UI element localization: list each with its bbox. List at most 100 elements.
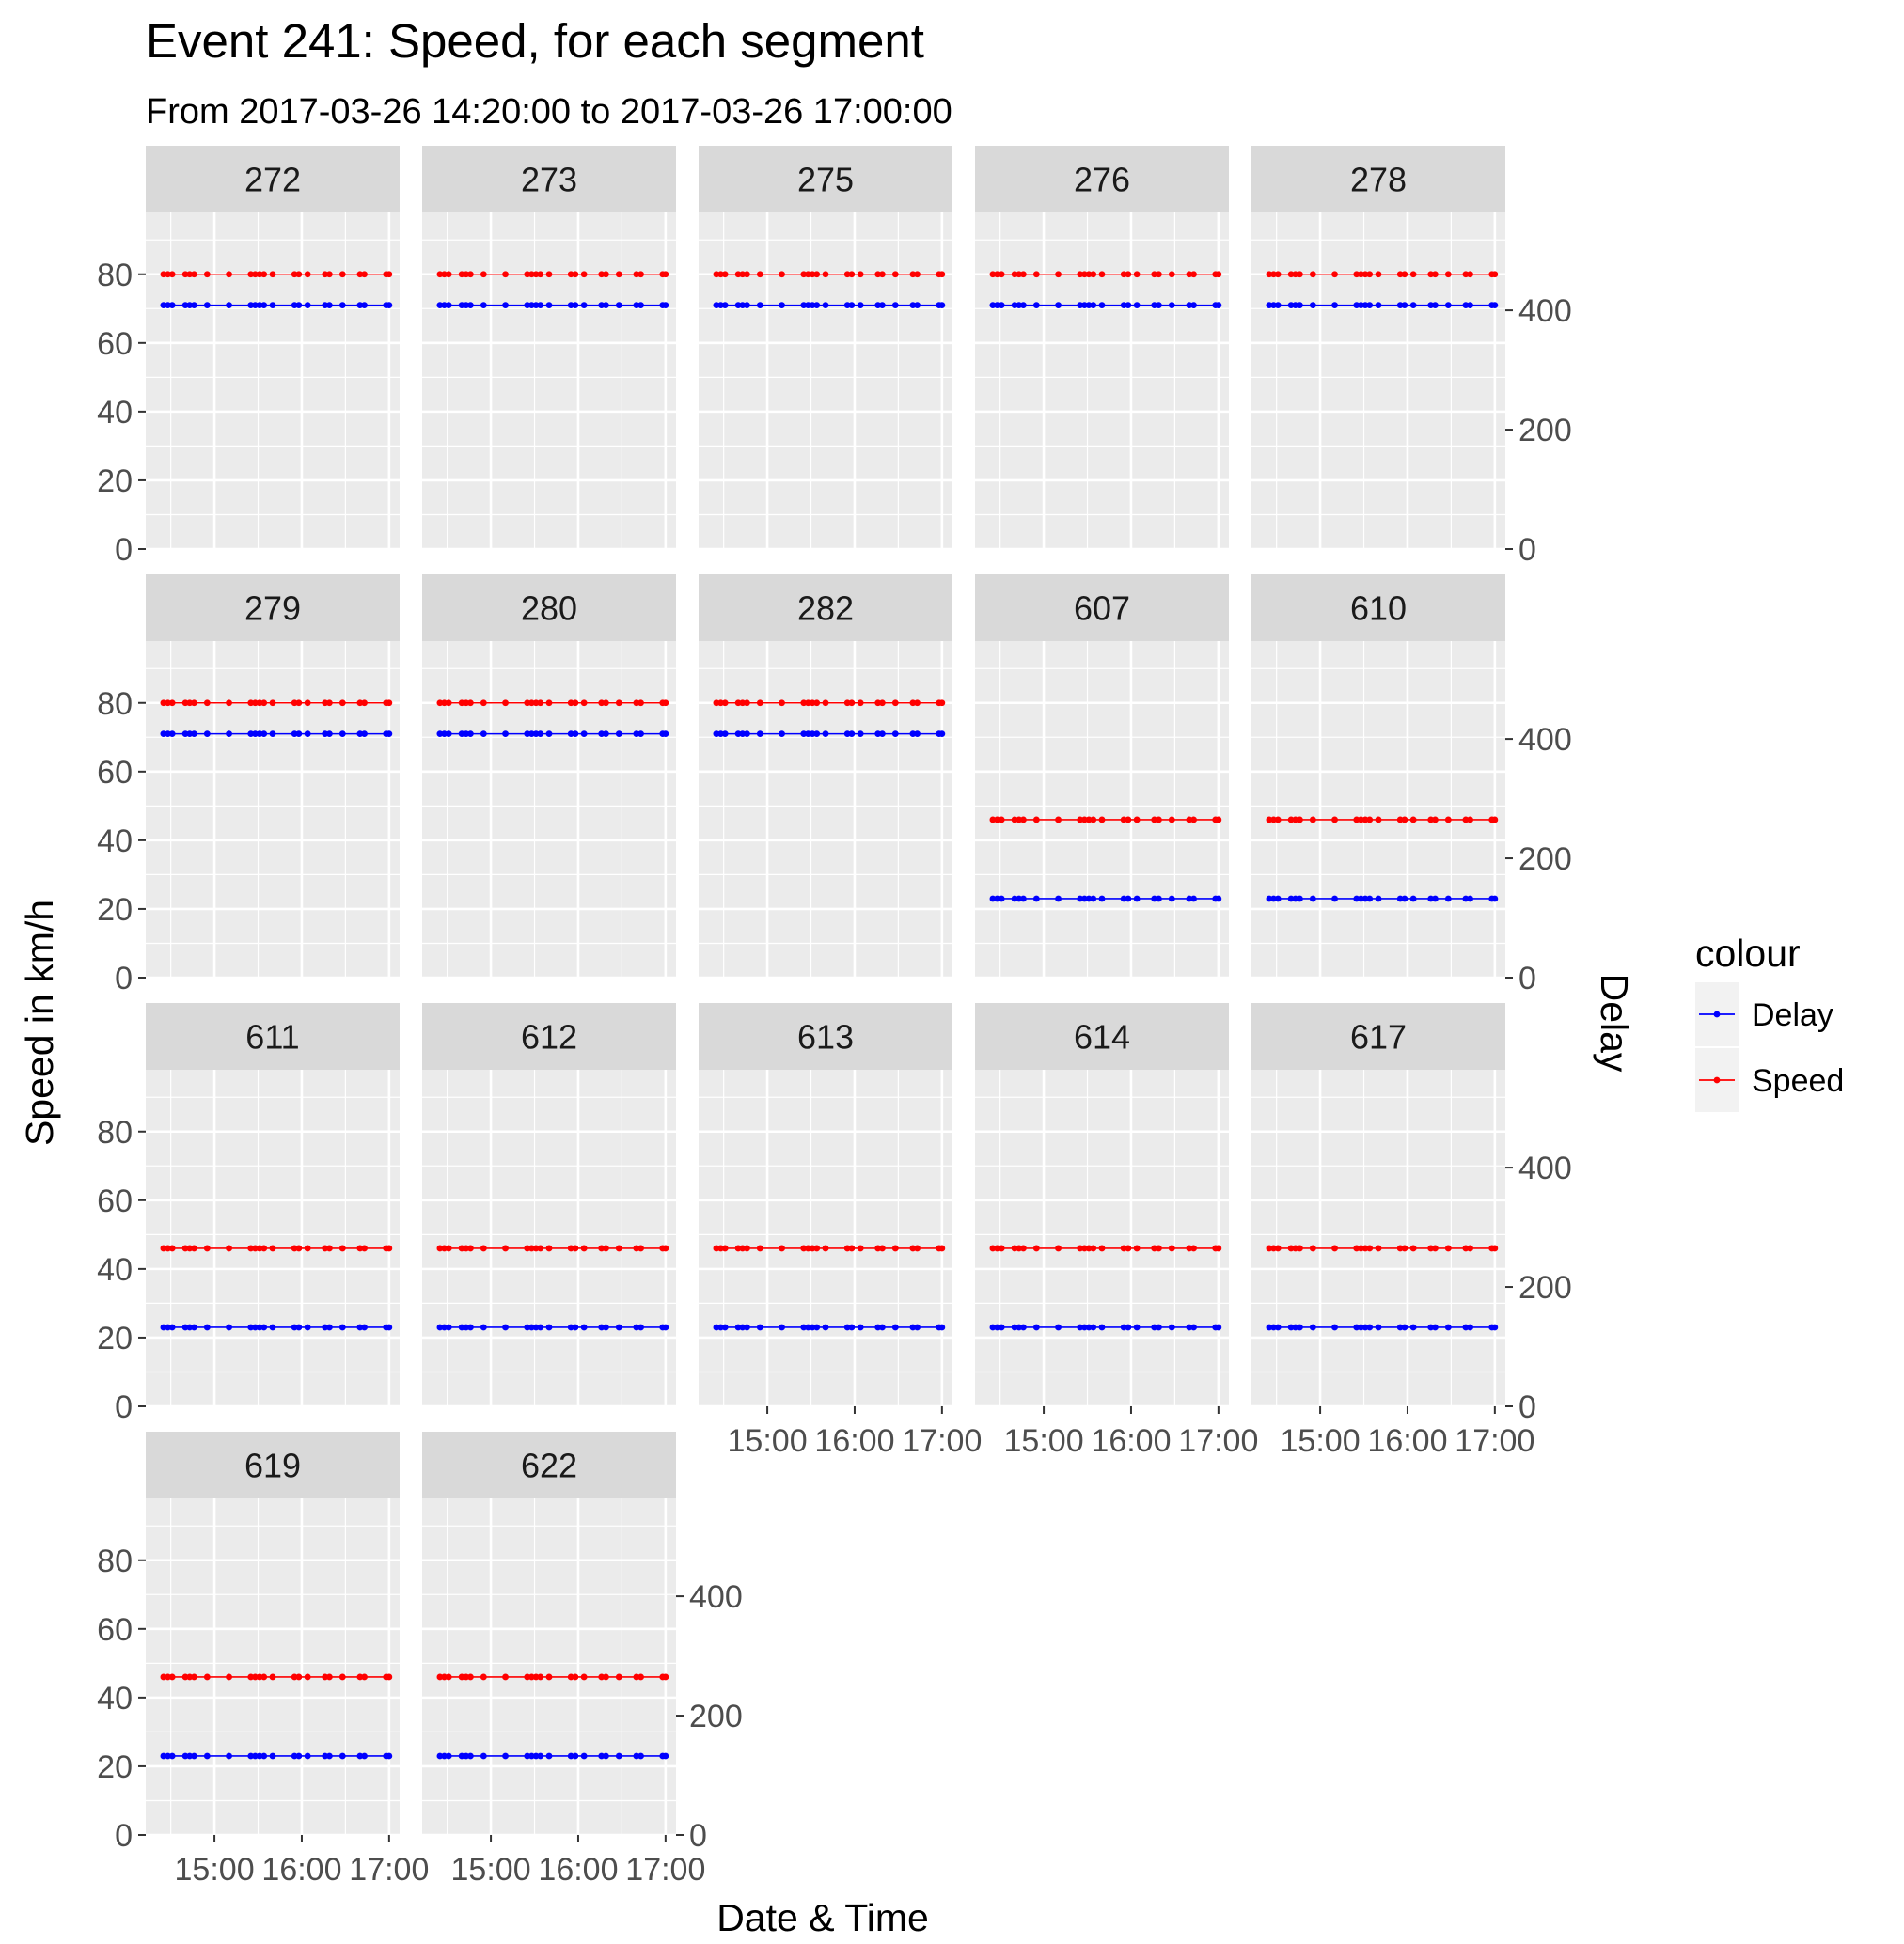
data-point-speed xyxy=(1168,1245,1175,1252)
data-point-delay xyxy=(721,1324,729,1331)
data-point-delay xyxy=(1292,1324,1299,1331)
y2-tick-label: 400 xyxy=(1518,722,1572,758)
data-point-speed xyxy=(1125,1245,1132,1252)
data-point-speed xyxy=(1375,816,1382,823)
data-point-delay xyxy=(463,1752,470,1760)
data-point-speed xyxy=(203,1673,211,1681)
data-point-speed xyxy=(445,699,452,707)
data-point-speed xyxy=(269,699,276,707)
data-point-delay xyxy=(502,730,509,738)
facet-panel-622: 622 0 200 400 15:00 16:00 17:00 xyxy=(422,1432,743,1888)
data-point-speed xyxy=(1155,271,1162,278)
data-point-speed xyxy=(756,699,763,707)
data-point-speed xyxy=(386,1673,393,1681)
data-point-delay xyxy=(1125,302,1132,309)
data-point-delay xyxy=(743,1324,750,1331)
data-point-speed xyxy=(739,1245,747,1252)
x-tick-label: 15:00 xyxy=(1281,1423,1361,1459)
data-point-delay xyxy=(1431,895,1439,902)
data-point-delay xyxy=(598,730,606,738)
data-point-speed xyxy=(1287,816,1295,823)
data-point-delay xyxy=(386,302,393,309)
data-point-speed xyxy=(633,699,640,707)
facet-strip-label: 607 xyxy=(1074,589,1130,628)
data-point-speed xyxy=(190,271,197,278)
y-tick-label: 0 xyxy=(115,1389,133,1425)
data-point-delay xyxy=(914,1324,921,1331)
data-point-delay xyxy=(361,730,368,738)
data-point-delay xyxy=(304,1752,311,1760)
data-point-speed xyxy=(567,1245,574,1252)
data-point-speed xyxy=(545,1245,553,1252)
data-point-speed xyxy=(809,1245,816,1252)
data-point-speed xyxy=(567,1673,574,1681)
data-point-delay xyxy=(186,1752,194,1760)
data-point-delay xyxy=(181,1324,189,1331)
data-point-speed xyxy=(615,1673,622,1681)
facet-panel-617: 617 0 200 400 15:00 16:00 17:00 xyxy=(1251,1003,1572,1459)
data-point-delay xyxy=(874,1324,882,1331)
data-point-delay xyxy=(203,302,211,309)
data-point-speed xyxy=(998,816,1005,823)
data-point-delay xyxy=(1151,1324,1158,1331)
data-point-delay xyxy=(857,1324,864,1331)
data-point-speed xyxy=(857,699,864,707)
facet-strip xyxy=(975,1003,1229,1070)
data-point-delay xyxy=(441,1324,448,1331)
data-point-speed xyxy=(1274,816,1282,823)
data-point-speed xyxy=(998,271,1005,278)
data-point-delay xyxy=(662,730,669,738)
panel-background xyxy=(975,212,1229,549)
data-point-delay xyxy=(445,730,452,738)
y-tick-label: 40 xyxy=(97,1252,133,1288)
data-point-speed xyxy=(713,699,720,707)
data-point-speed xyxy=(713,1245,720,1252)
data-point-delay xyxy=(325,302,333,309)
data-point-delay xyxy=(1151,895,1158,902)
data-point-delay xyxy=(848,1324,856,1331)
data-point-delay xyxy=(580,730,588,738)
data-point-delay xyxy=(567,1324,574,1331)
data-point-delay xyxy=(1366,895,1374,902)
data-point-delay xyxy=(809,730,816,738)
data-point-speed xyxy=(914,699,921,707)
facet-panel-276: 276 xyxy=(975,146,1229,551)
data-point-delay xyxy=(800,730,808,738)
data-point-delay xyxy=(1296,1324,1303,1331)
data-point-delay xyxy=(338,730,346,738)
facet-strip xyxy=(975,146,1229,212)
y-tick-label: 20 xyxy=(97,1749,133,1785)
data-point-speed xyxy=(598,271,606,278)
data-point-speed xyxy=(304,1245,311,1252)
data-point-delay xyxy=(1032,895,1040,902)
facet-strip-label: 278 xyxy=(1350,161,1407,199)
data-point-delay xyxy=(1098,1324,1106,1331)
data-point-delay xyxy=(1427,1324,1435,1331)
data-point-delay xyxy=(938,1324,946,1331)
data-point-delay xyxy=(572,1752,579,1760)
data-point-delay xyxy=(545,730,553,738)
data-point-delay xyxy=(580,1752,588,1760)
data-point-speed xyxy=(338,271,346,278)
data-point-speed xyxy=(1401,816,1408,823)
data-point-delay xyxy=(598,302,606,309)
data-point-speed xyxy=(1427,816,1435,823)
data-point-speed xyxy=(502,271,509,278)
data-point-speed xyxy=(938,699,946,707)
data-point-delay xyxy=(567,1752,574,1760)
data-point-speed xyxy=(528,1673,535,1681)
data-point-speed xyxy=(615,271,622,278)
data-point-delay xyxy=(537,302,544,309)
data-point-speed xyxy=(1366,816,1374,823)
panel-background xyxy=(146,641,400,978)
panel-background xyxy=(146,1498,400,1835)
data-point-delay xyxy=(338,1752,346,1760)
data-point-speed xyxy=(938,271,946,278)
data-point-speed xyxy=(717,699,724,707)
data-point-speed xyxy=(615,699,622,707)
data-point-delay xyxy=(998,302,1005,309)
data-point-speed xyxy=(361,1673,368,1681)
facet-strip-label: 275 xyxy=(797,161,854,199)
data-point-delay xyxy=(1491,1324,1499,1331)
data-point-speed xyxy=(1055,271,1062,278)
